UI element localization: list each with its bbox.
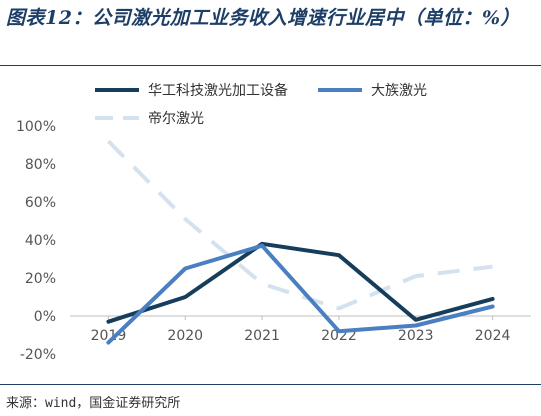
chart-title: 图表12：公司激光加工业务收入增速行业居中（单位：%） xyxy=(6,7,520,29)
series-lines xyxy=(106,139,495,345)
series-line-2 xyxy=(106,139,493,311)
y-tick-label: 0% xyxy=(34,309,56,325)
x-tick-label: 2021 xyxy=(244,328,280,344)
source-note: 来源：wind，国金证券研究所 xyxy=(6,396,181,411)
x-tick-label: 2023 xyxy=(398,328,434,344)
y-tick-label: 80% xyxy=(25,157,56,173)
series-line-1 xyxy=(106,243,495,345)
x-tick-label: 2020 xyxy=(167,328,203,344)
y-axis: -20% 0% 20% 40% 60% 80% 100% xyxy=(16,119,56,363)
series-line-0 xyxy=(106,241,495,324)
legend-label-0: 华工科技激光加工设备 xyxy=(148,82,288,99)
y-tick-label: 20% xyxy=(25,271,56,287)
footer-divider xyxy=(0,384,541,385)
x-tick-label: 2024 xyxy=(475,328,511,344)
x-axis: 2019 2020 2021 2022 2023 2024 xyxy=(70,315,531,344)
y-tick-label: -20% xyxy=(20,347,56,363)
y-tick-label: 100% xyxy=(16,119,56,135)
y-tick-label: 60% xyxy=(25,195,56,211)
legend-label-1: 大族激光 xyxy=(371,82,427,99)
title-divider xyxy=(0,65,541,66)
y-tick-label: 40% xyxy=(25,233,56,249)
legend-label-2: 帝尔激光 xyxy=(148,110,204,127)
